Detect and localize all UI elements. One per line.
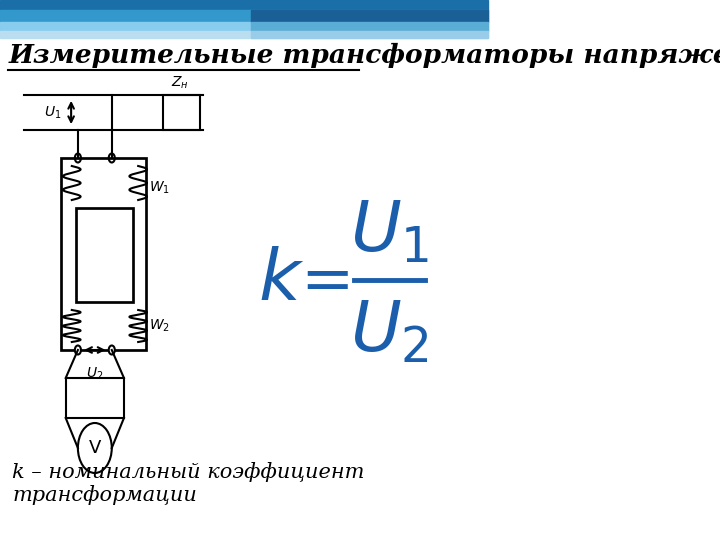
Text: $U_1$: $U_1$ — [350, 199, 429, 266]
Text: Измерительные трансформаторы напряжения: Измерительные трансформаторы напряжения — [8, 43, 720, 68]
Bar — [66, 378, 124, 418]
Text: $U_2$: $U_2$ — [350, 299, 429, 366]
Bar — [163, 95, 200, 130]
Circle shape — [75, 346, 81, 354]
Bar — [251, 31, 487, 38]
Bar — [0, 22, 487, 31]
Circle shape — [75, 153, 81, 163]
Bar — [61, 158, 145, 350]
Bar — [0, 10, 487, 22]
Bar — [251, 22, 487, 31]
Text: $W_1$: $W_1$ — [149, 180, 170, 196]
Text: V: V — [89, 439, 101, 457]
Bar — [0, 0, 487, 10]
Text: $W_2$: $W_2$ — [149, 318, 170, 334]
Text: $Z_н$: $Z_н$ — [171, 75, 189, 91]
Circle shape — [109, 153, 114, 163]
Circle shape — [78, 423, 112, 473]
Text: $k$: $k$ — [258, 246, 305, 314]
Text: $=$: $=$ — [288, 249, 349, 311]
Text: $U_1$: $U_1$ — [43, 104, 61, 121]
Circle shape — [109, 346, 114, 354]
Text: $U_2$: $U_2$ — [86, 366, 104, 382]
Bar — [76, 208, 133, 302]
Bar — [0, 31, 487, 38]
Text: k – номинальный коэффициент
трансформации: k – номинальный коэффициент трансформаци… — [12, 462, 364, 505]
Bar — [251, 10, 487, 22]
